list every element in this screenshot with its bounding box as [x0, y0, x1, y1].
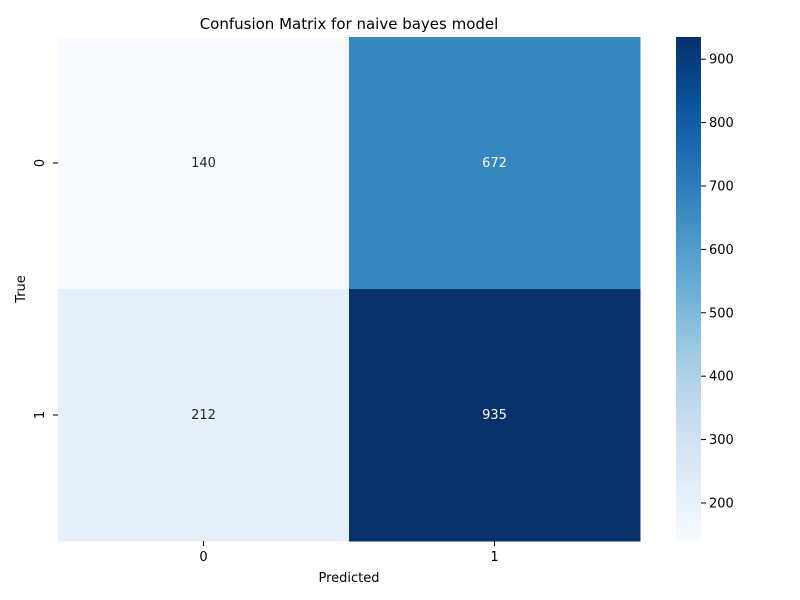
colorbar-tick-label: 700	[709, 179, 734, 194]
cell-value-label: 935	[482, 408, 507, 423]
cell-value-label: 212	[191, 408, 216, 423]
y-tick-label: 1	[33, 411, 48, 419]
chart-title: Confusion Matrix for naive bayes model	[200, 15, 499, 33]
colorbar-tick-label: 900	[709, 53, 734, 68]
colorbar-tick-label: 500	[709, 306, 734, 321]
colorbar-ticks: 200 300 400 500 600 700 800 900	[701, 53, 734, 511]
colorbar-tick-label: 800	[709, 116, 734, 131]
heatmap-cell	[58, 37, 350, 290]
colorbar: 200 300 400 500 600 700 800 900	[676, 37, 734, 541]
colorbar-tick-label: 200	[709, 496, 734, 511]
x-tick-label: 1	[490, 550, 498, 565]
x-tick-label: 0	[199, 550, 207, 565]
heatmap-cells: 140 672 212 935	[58, 37, 641, 542]
cell-value-label: 140	[191, 156, 216, 171]
colorbar-tick-label: 600	[709, 243, 734, 258]
colorbar-tick-label: 300	[709, 433, 734, 448]
y-tick-label: 0	[33, 159, 48, 167]
colorbar-gradient	[676, 37, 701, 541]
y-axis-label: True	[14, 275, 29, 304]
x-axis-label: Predicted	[318, 571, 379, 586]
cell-value-label: 672	[482, 156, 507, 171]
colorbar-tick-label: 400	[709, 370, 734, 385]
heatmap-cell	[58, 289, 350, 542]
heatmap-cell	[349, 37, 641, 290]
y-axis-ticks: 01	[33, 159, 58, 419]
heatmap-cell	[349, 289, 641, 542]
